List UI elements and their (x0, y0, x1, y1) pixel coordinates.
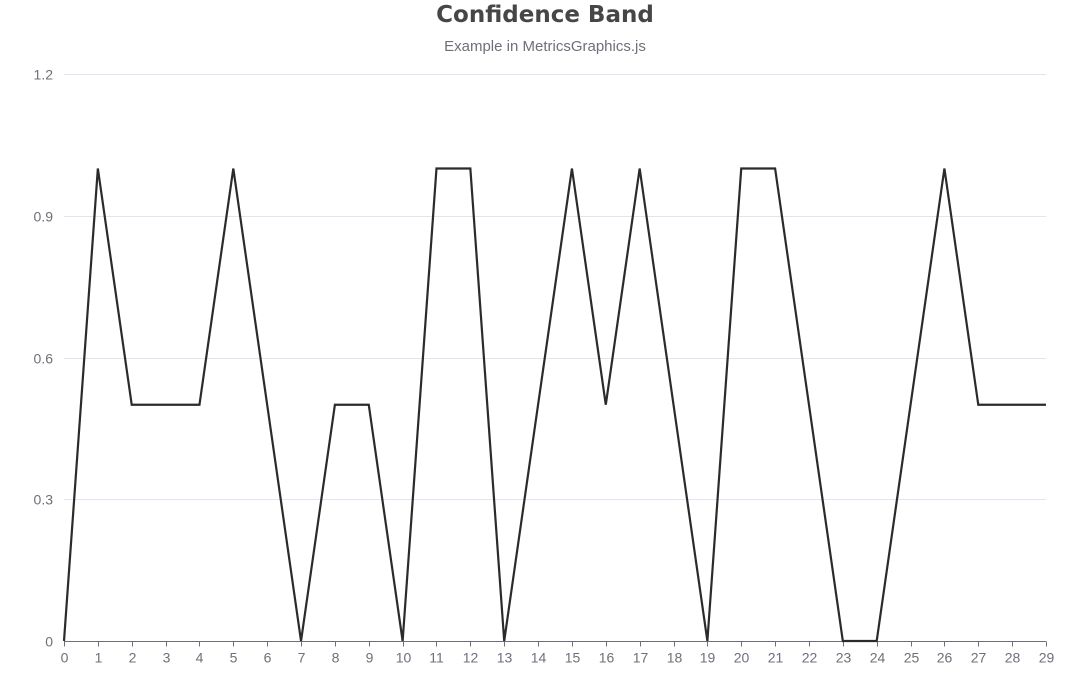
x-tick-label: 19 (700, 650, 716, 666)
x-tick-label: 7 (298, 650, 306, 666)
y-tick-label: 1.2 (34, 67, 54, 83)
grid-lines (64, 74, 1046, 500)
y-tick-label: 0.9 (34, 209, 54, 225)
chart-title: Confidence Band (436, 2, 654, 28)
x-tick-label: 2 (129, 650, 137, 666)
x-tick-label: 10 (396, 650, 412, 666)
axes: 00.30.60.91.20 1 2 3 4 5 6 7 8 9 10 11 12 13 14 15 16 17 1… (34, 67, 1055, 666)
x-tick-label: 16 (599, 650, 615, 666)
x-tick-label: 23 (836, 650, 852, 666)
x-tick-label: 15 (565, 650, 581, 666)
x-tick-label: 27 (971, 650, 987, 666)
x-tick-label: 24 (870, 650, 886, 666)
x-tick-label: 9 (366, 650, 374, 666)
series-line (62, 167, 1046, 643)
x-tick-label: 29 (1039, 650, 1055, 666)
x-tick-label: 18 (667, 650, 683, 666)
x-tick-label: 6 (264, 650, 272, 666)
x-tick-label: 25 (904, 650, 920, 666)
x-tick-label: 21 (768, 650, 784, 666)
x-tick-label: 26 (937, 650, 953, 666)
x-tick-label: 17 (633, 650, 649, 666)
x-tick-label: 12 (463, 650, 479, 666)
y-tick-label: 0.6 (34, 351, 54, 367)
x-tick-label: 1 (95, 650, 103, 666)
x-tick-label: 14 (531, 650, 547, 666)
x-tick-label: 20 (734, 650, 750, 666)
x-tick-label: 4 (196, 650, 204, 666)
x-tick-label: 13 (497, 650, 513, 666)
x-tick-label: 3 (163, 650, 171, 666)
series-layer (62, 167, 1046, 643)
chart-subtitle: Example in MetricsGraphics.js (444, 38, 646, 55)
x-tick-label: 22 (802, 650, 818, 666)
x-tick-label: 11 (429, 650, 444, 666)
x-tick-label: 8 (332, 650, 340, 666)
x-tick-label: 5 (230, 650, 238, 666)
y-tick-label: 0 (45, 634, 53, 650)
y-tick-label: 0.3 (34, 492, 54, 508)
x-tick-label: 0 (61, 650, 69, 666)
x-tick-label: 28 (1005, 650, 1021, 666)
